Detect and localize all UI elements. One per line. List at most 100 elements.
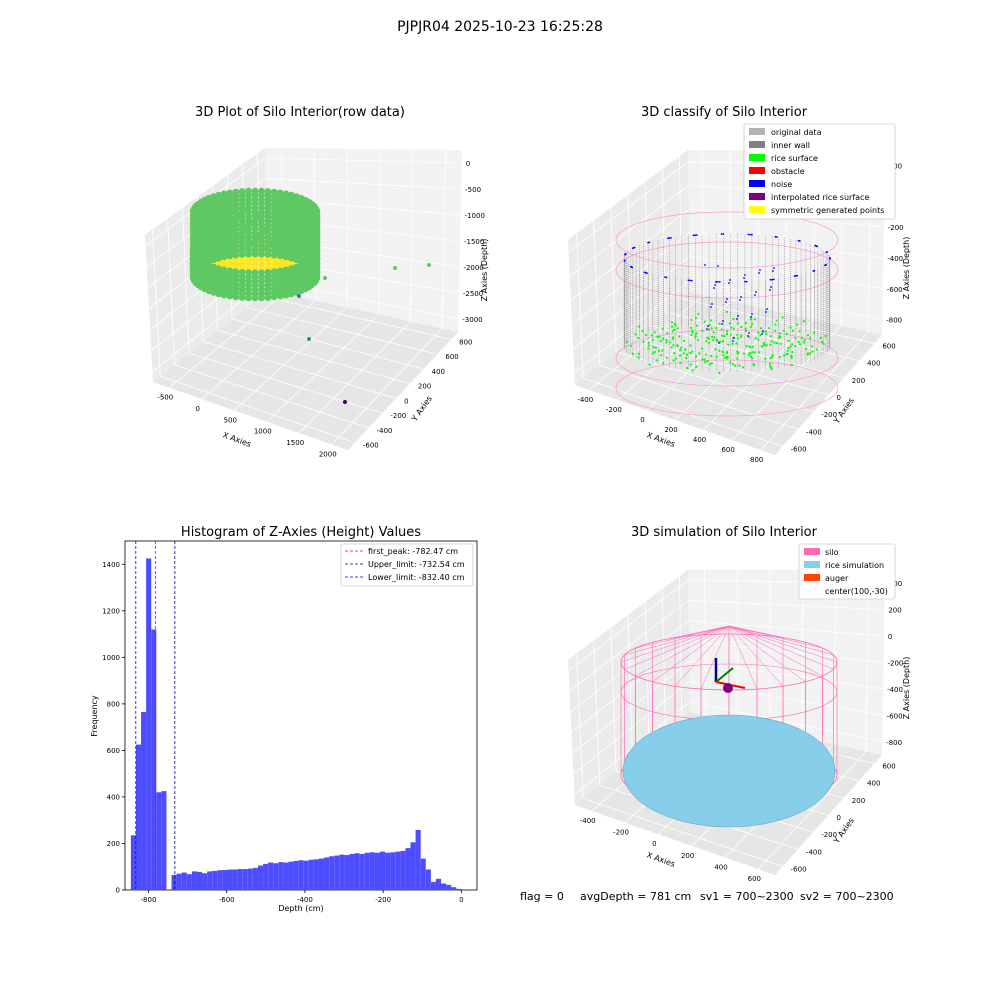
x-tick-label: -400 (297, 896, 313, 904)
rice-surface-point (645, 333, 648, 337)
noise-point (774, 235, 777, 238)
rice-surface-point (774, 329, 777, 332)
rice-surface-point (653, 331, 656, 334)
noise-point (689, 279, 691, 282)
rice-surface-point (752, 364, 756, 367)
silo-roof-line (700, 625, 730, 690)
rice-surface-point (736, 333, 739, 336)
rice-surface-point (710, 361, 713, 365)
rice-surface-point (753, 318, 757, 321)
raw-point (314, 252, 318, 256)
rice-surface-point (666, 332, 669, 335)
histogram-bar (308, 859, 314, 890)
noise-point (769, 289, 771, 291)
raw-point (313, 270, 321, 278)
histogram-bar (313, 859, 319, 890)
rice-surface-point (734, 364, 737, 367)
histogram-bar (278, 862, 284, 890)
noise-point (745, 280, 748, 283)
raw-point (264, 294, 272, 301)
panel4-xlabel: X Axies (645, 850, 676, 869)
legend-label: symmetric generated points (771, 206, 884, 215)
x-tick-label: 0 (459, 896, 463, 904)
noise-point (710, 306, 712, 308)
rice-surface-point (676, 327, 679, 330)
histogram-bar (196, 871, 203, 890)
y-tick-label: 0 (837, 394, 841, 402)
rice-simulation-surface (622, 714, 836, 828)
rice-surface-point (670, 321, 674, 324)
histogram-bar (339, 854, 345, 890)
noise-point (750, 316, 752, 318)
rice-surface-point (742, 352, 746, 355)
legend-swatch (749, 193, 765, 200)
rice-surface-point (748, 352, 751, 355)
raw-point (251, 294, 259, 302)
noise-point (713, 287, 715, 289)
panel1-zlabel: Z Axies (Depth) (480, 239, 489, 302)
panel1-x-ticks: -500 0 500 1000 1500 2000 (157, 394, 336, 459)
rice-surface-point (678, 335, 681, 338)
histogram-bars (130, 558, 462, 890)
rice-surface-point (648, 363, 651, 366)
histogram-bar (395, 851, 401, 890)
center-axis (715, 667, 734, 683)
rice-surface-point (731, 342, 734, 345)
y-tick-label: 600 (107, 747, 120, 755)
rice-surface-point (783, 354, 786, 357)
rice-surface-point (791, 351, 794, 354)
rice-surface-point (708, 341, 711, 344)
silo-roof-line (728, 625, 806, 643)
rice-surface-point (796, 323, 799, 326)
x-tick-label: 0 (640, 416, 644, 424)
rice-surface-point (671, 330, 674, 333)
rice-surface-point (714, 348, 717, 351)
raw-point (232, 293, 240, 301)
panel1-title: 3D Plot of Silo Interior(row data) (195, 105, 405, 120)
legend-swatch (804, 561, 820, 568)
histogram-bar (171, 874, 177, 890)
y-tick-label: 800 (459, 338, 472, 346)
rice-surface-point (768, 362, 772, 365)
legend-label: Upper_limit: -732.54 cm (368, 560, 465, 569)
rice-surface-point (735, 342, 738, 345)
noise-point (718, 281, 721, 283)
silo-outline (615, 359, 839, 417)
grid-line (231, 318, 424, 370)
raw-point (210, 256, 217, 264)
rice-surface-point (732, 317, 735, 321)
rice-surface-point (631, 352, 635, 355)
rice-surface-point (727, 343, 730, 346)
raw-point (305, 258, 309, 262)
panel4-legend: silo rice simulation auger center(100,-30) (798, 543, 896, 600)
noise-point (751, 313, 753, 315)
noise-point (761, 333, 763, 335)
x-tick-label: 2000 (319, 450, 337, 458)
panel1-xlabel: X Axies (221, 430, 252, 449)
noise-point (744, 274, 746, 276)
grid-line (576, 233, 584, 379)
rice-surface-point (679, 361, 682, 364)
rice-surface-point (655, 359, 658, 362)
panel2-y-ticks: -600 -400 -200 0 200 400 600 (791, 343, 896, 454)
grid-line (168, 293, 285, 388)
raw-point (293, 288, 300, 296)
histogram-bar (222, 869, 228, 890)
histogram-bar (268, 862, 274, 890)
histogram-bar (247, 868, 253, 890)
raw-point (215, 290, 223, 298)
grid-line (583, 797, 783, 867)
rice-surface-point (785, 353, 788, 356)
raw-point (280, 209, 286, 215)
noise-point (771, 278, 774, 281)
rice-surface-point (653, 350, 656, 354)
rice-surface-point (695, 332, 698, 335)
raw-point (227, 222, 233, 228)
histogram-bar (390, 852, 396, 890)
rice-surface-point (661, 362, 665, 365)
rice-surface-point (782, 329, 785, 332)
rice-surface-point (757, 351, 761, 354)
histogram-bar (257, 865, 264, 890)
rice-surface-point (665, 341, 668, 344)
rice-surface-point (773, 341, 776, 344)
